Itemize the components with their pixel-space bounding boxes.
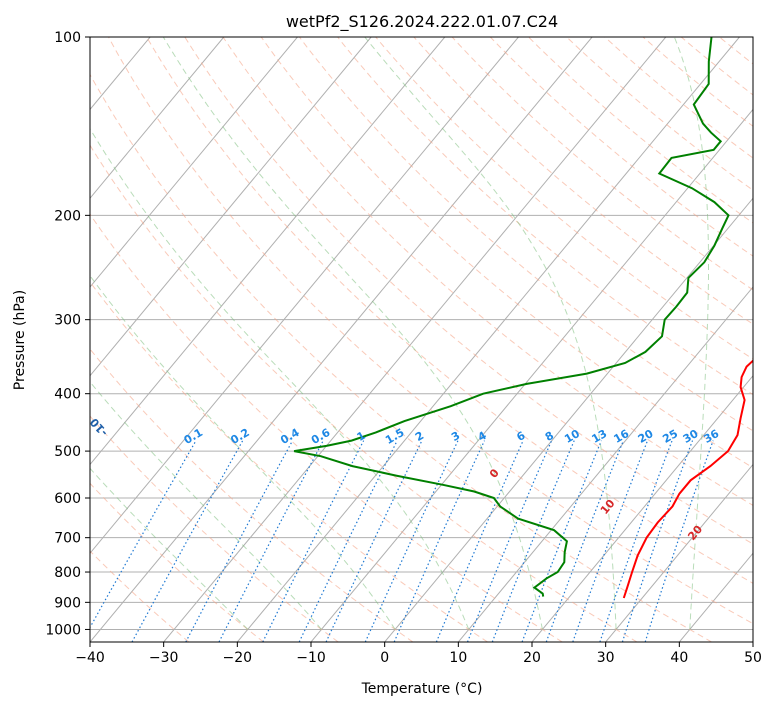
temperature-profile-line [624,37,775,598]
y-tick-label: 300 [54,313,81,329]
x-tick-label: 30 [597,650,615,666]
x-tick-label: 40 [670,650,688,666]
dry-adiabat-line [452,37,775,642]
dry-adiabat-line [32,37,637,642]
y-tick-label: 800 [54,565,81,581]
isotherm-line [16,37,518,642]
y-tick-label: 900 [54,595,81,611]
moist-adiabat-line [163,37,542,629]
y-axis-label: Pressure (hPa) [12,290,28,390]
moist-adiabat-label: 10 [598,497,618,517]
dry-adiabat-line [0,37,189,642]
mixing-ratio-label: 0.6 [309,426,333,447]
x-tick-label: −10 [296,650,326,666]
isotherm-line [606,37,775,642]
mixing-ratio-label: 3 [449,429,462,444]
mixing-ratio-line [546,441,623,642]
moist-adiabat-label: 0 [487,466,502,480]
dry-adiabat-line [299,37,775,642]
dry-adiabat-line [185,37,775,642]
moist-adiabat-line [0,37,248,629]
isotherm-line [237,37,739,642]
mixing-ratio-label: 36 [701,427,721,446]
mixing-ratio-label: 0.1 [182,426,205,447]
dry-adiabat-line [681,37,775,642]
mixing-ratio-label: 30 [681,427,701,446]
mixing-ratio-label: 2 [413,429,426,444]
isotherm-line [532,37,775,642]
x-tick-label: 20 [523,650,541,666]
y-tick-label: 200 [54,208,81,224]
dry-adiabat-line [0,37,413,642]
dry-adiabat-line [376,37,775,642]
y-tick-label: 600 [54,491,81,507]
x-tick-label: 10 [449,650,467,666]
mixing-ratio-label: 0.4 [278,426,302,447]
dry-adiabat-line [758,37,775,642]
moist-adiabat-label: 30 [762,548,775,568]
mixing-ratio-line [394,441,484,642]
dry-adiabat-line [414,37,775,642]
dry-adiabat-line [261,37,775,642]
isotherm-line [164,37,666,642]
isotherm-line [0,37,371,642]
isotherm-line [0,37,3,642]
x-tick-label: −40 [75,650,105,666]
y-tick-label: 100 [54,30,81,46]
mixing-ratio-line [573,441,648,642]
y-tick-label: 1000 [45,622,81,638]
isotherm-line [679,37,775,642]
isotherm-line [90,37,592,642]
x-tick-label: −20 [223,650,253,666]
isotherm-line [0,37,224,642]
chart-title: wetPf2_S126.2024.222.01.07.C24 [286,12,558,32]
x-tick-label: −30 [149,650,179,666]
mixing-ratio-line [468,441,552,642]
isotherm-line [753,37,775,642]
dry-adiabat-line [490,37,775,642]
mixing-ratio-label: 10 [562,427,582,446]
x-tick-label: 0 [380,650,389,666]
dry-adiabat-line [70,37,711,642]
dewpoint-profile-line [294,37,728,597]
dry-adiabat-line [719,37,775,642]
mixing-ratio-label: 13 [589,427,609,446]
mixing-ratio-label: 8 [543,429,556,444]
dry-adiabat-line [223,37,775,642]
mixing-ratio-label: 20 [636,427,656,446]
moist-adiabat-line [365,37,616,629]
mixing-ratio-label: 16 [612,427,632,446]
mixing-ratio-line [219,441,323,642]
mixing-ratio-label: 6 [514,429,527,444]
mixing-ratio-label: 0.2 [228,426,251,447]
y-tick-label: 500 [54,444,81,460]
moist-adiabat-line [42,37,469,629]
y-tick-label: 700 [54,531,81,547]
dry-adiabat-line [0,37,562,642]
dry-adiabat-line [567,37,775,642]
y-tick-label: 400 [54,387,81,403]
x-axis-label: Temperature (°C) [361,681,483,697]
mixing-ratio-line [82,441,196,642]
mixing-ratio-label: 25 [660,427,680,446]
mixing-ratio-line [600,441,672,642]
dry-adiabat-line [109,37,775,642]
x-tick-label: 50 [744,650,762,666]
mixing-ratio-line [132,441,243,642]
